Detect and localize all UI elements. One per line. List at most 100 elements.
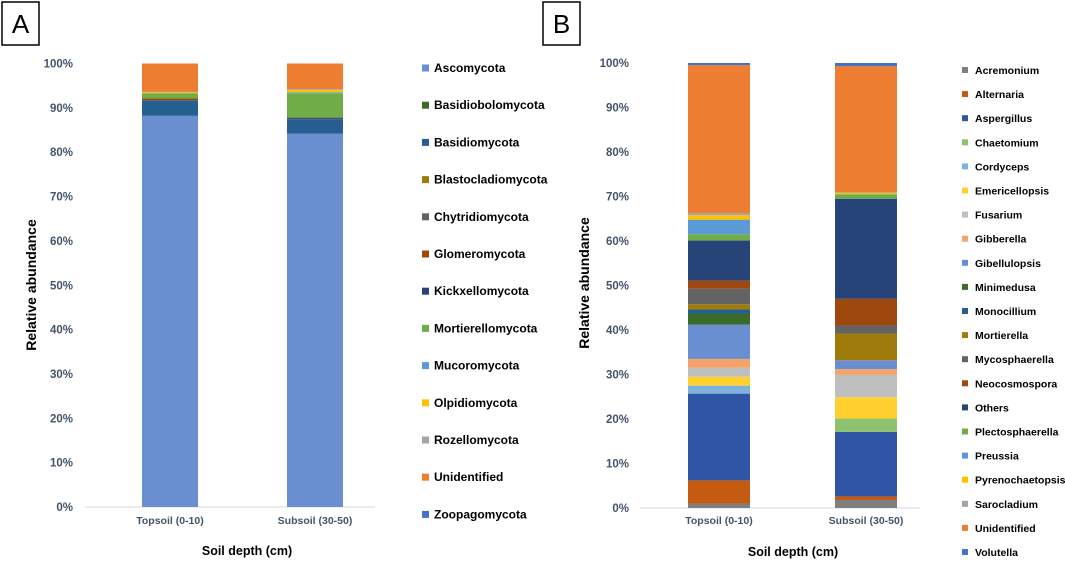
y-tick-label: 20% [606, 414, 629, 426]
panel-a-label-box [1, 1, 40, 46]
x-category-label: Topsoil (0-10) [685, 515, 752, 527]
bar-segment-neocosmospora [688, 280, 750, 289]
panel-b-label: B [553, 9, 570, 39]
legend-entry: Unidentified [975, 523, 1036, 535]
legend-swatch [962, 452, 968, 459]
legend-entry: Olpidiomycota [434, 396, 518, 410]
x-axis-title: Soil depth (cm) [748, 545, 838, 559]
legend-entry: Mortierellomycota [434, 321, 538, 335]
y-tick-label: 80% [50, 147, 73, 159]
legend-swatch [422, 287, 429, 295]
y-tick-label: 50% [50, 280, 73, 292]
legend-entry: Cordyceps [975, 161, 1029, 173]
legend-entry: Basidiomycota [434, 135, 520, 149]
legend-swatch [962, 211, 968, 218]
bar-segment-rozellomycota [287, 89, 343, 91]
legend-swatch [962, 235, 968, 242]
bar-segment-unidentified [287, 63, 343, 90]
legend-entry: Gibberella [975, 234, 1027, 246]
bar-segment-basidiomycota [287, 119, 343, 134]
legend-swatch [962, 476, 968, 483]
bar-segment-others [835, 198, 897, 299]
bar-segment-gibberella [835, 369, 897, 375]
bar-segment-olpidiomycota [287, 90, 343, 93]
bar-segment-unidentified [688, 65, 750, 213]
y-tick-label: 20% [50, 413, 73, 425]
bar-segment-gibellulopsis [688, 324, 750, 359]
bar-segment-plectosphaerella [835, 194, 897, 199]
y-tick-label: 100% [600, 58, 629, 70]
bar-segment-unidentified [142, 63, 198, 92]
bar-segment-pyrenochaetopsis [688, 215, 750, 220]
legend-entry: Others [975, 402, 1009, 414]
legend-entry: Fusarium [975, 210, 1022, 222]
bar-segment-kickxellomycota [287, 117, 343, 119]
legend-swatch [962, 163, 968, 170]
legend-swatch [422, 399, 429, 407]
y-tick-label: 30% [606, 370, 629, 382]
legend-swatch [962, 139, 968, 146]
legend-entry: Kickxellomycota [434, 284, 529, 298]
legend-swatch [962, 380, 968, 387]
legend-swatch [422, 101, 429, 109]
legend-entry: Volutella [975, 547, 1018, 559]
bar-segment-ascomycota [142, 115, 198, 507]
y-tick-label: 90% [606, 103, 629, 115]
legend-swatch [962, 259, 968, 266]
bar-segment-mortierellomycota [142, 93, 198, 99]
legend-swatch [422, 138, 429, 146]
legend-entry: Pyrenochaetopsis [975, 475, 1065, 487]
x-category-label: Subsoil (30-50) [829, 515, 904, 527]
y-tick-label: 40% [50, 325, 73, 337]
bar-segment-acremonium [688, 503, 750, 508]
legend-entry: Emericellopsis [975, 186, 1049, 198]
y-tick-label: 70% [606, 192, 629, 204]
legend-swatch [962, 67, 968, 73]
bar-segment-gibellulopsis [835, 360, 897, 370]
y-tick-label: 0% [612, 503, 629, 515]
legend-entry: Alternaria [975, 89, 1024, 101]
bar-segment-preussia [688, 219, 750, 235]
legend-entry: Glomeromycota [434, 247, 526, 261]
legend-entry: Mycosphaerella [975, 354, 1054, 366]
legend-entry: Ascomycota [434, 61, 506, 75]
bar-segment-emericellopsis [835, 397, 897, 419]
legend-entry: Aspergillus [975, 113, 1032, 125]
legend-entry: Zoopagomycota [434, 507, 527, 521]
bar-segment-unidentified [835, 66, 897, 193]
legend-swatch [422, 213, 429, 221]
x-axis-title: Soil depth (cm) [202, 544, 292, 558]
bar-segment-aspergillus [688, 393, 750, 481]
bar-segment-sarocladium [835, 192, 897, 193]
legend-swatch [422, 436, 429, 444]
legend-entry: Monocillium [975, 306, 1036, 318]
y-axis-title: Relative abundance [23, 219, 39, 351]
legend-swatch [962, 549, 968, 555]
bar-segment-volutella [835, 63, 897, 67]
bar-segment-ascomycota [287, 133, 343, 507]
legend-entry: Acremonium [975, 65, 1039, 77]
y-tick-label: 80% [606, 147, 629, 159]
chart-a: 0% 10% 20% 30% 40% 50% 60% 70% 80% 90% 100% Topsoil… [23, 59, 548, 559]
legend-entry: Unidentified [434, 470, 503, 484]
legend-swatch [962, 283, 968, 290]
legend-swatch [962, 187, 968, 194]
y-tick-label: 100% [44, 59, 73, 71]
bar-segment-glomeromycota [142, 98, 198, 101]
legend-swatch [422, 510, 429, 518]
legend-entry: Sarocladium [975, 499, 1038, 511]
legend-swatch [422, 473, 429, 481]
legend-swatch [962, 356, 968, 363]
legend-entry: Gibellulopsis [975, 258, 1041, 270]
legend-entry: Minimedusa [975, 282, 1036, 294]
legend-swatch [422, 324, 429, 332]
bar-segment-sarocladium [688, 212, 750, 216]
y-axis-title: Relative abundance [576, 217, 592, 349]
bar-segment-olpidiomycota [142, 92, 198, 94]
bar-segment-basidiomycota [142, 100, 198, 116]
legend-swatch [962, 524, 968, 531]
legend-entry: Neocosmospora [975, 378, 1057, 390]
bar-segment-monocillium [688, 309, 750, 314]
bar-segment-emericellopsis [688, 376, 750, 386]
